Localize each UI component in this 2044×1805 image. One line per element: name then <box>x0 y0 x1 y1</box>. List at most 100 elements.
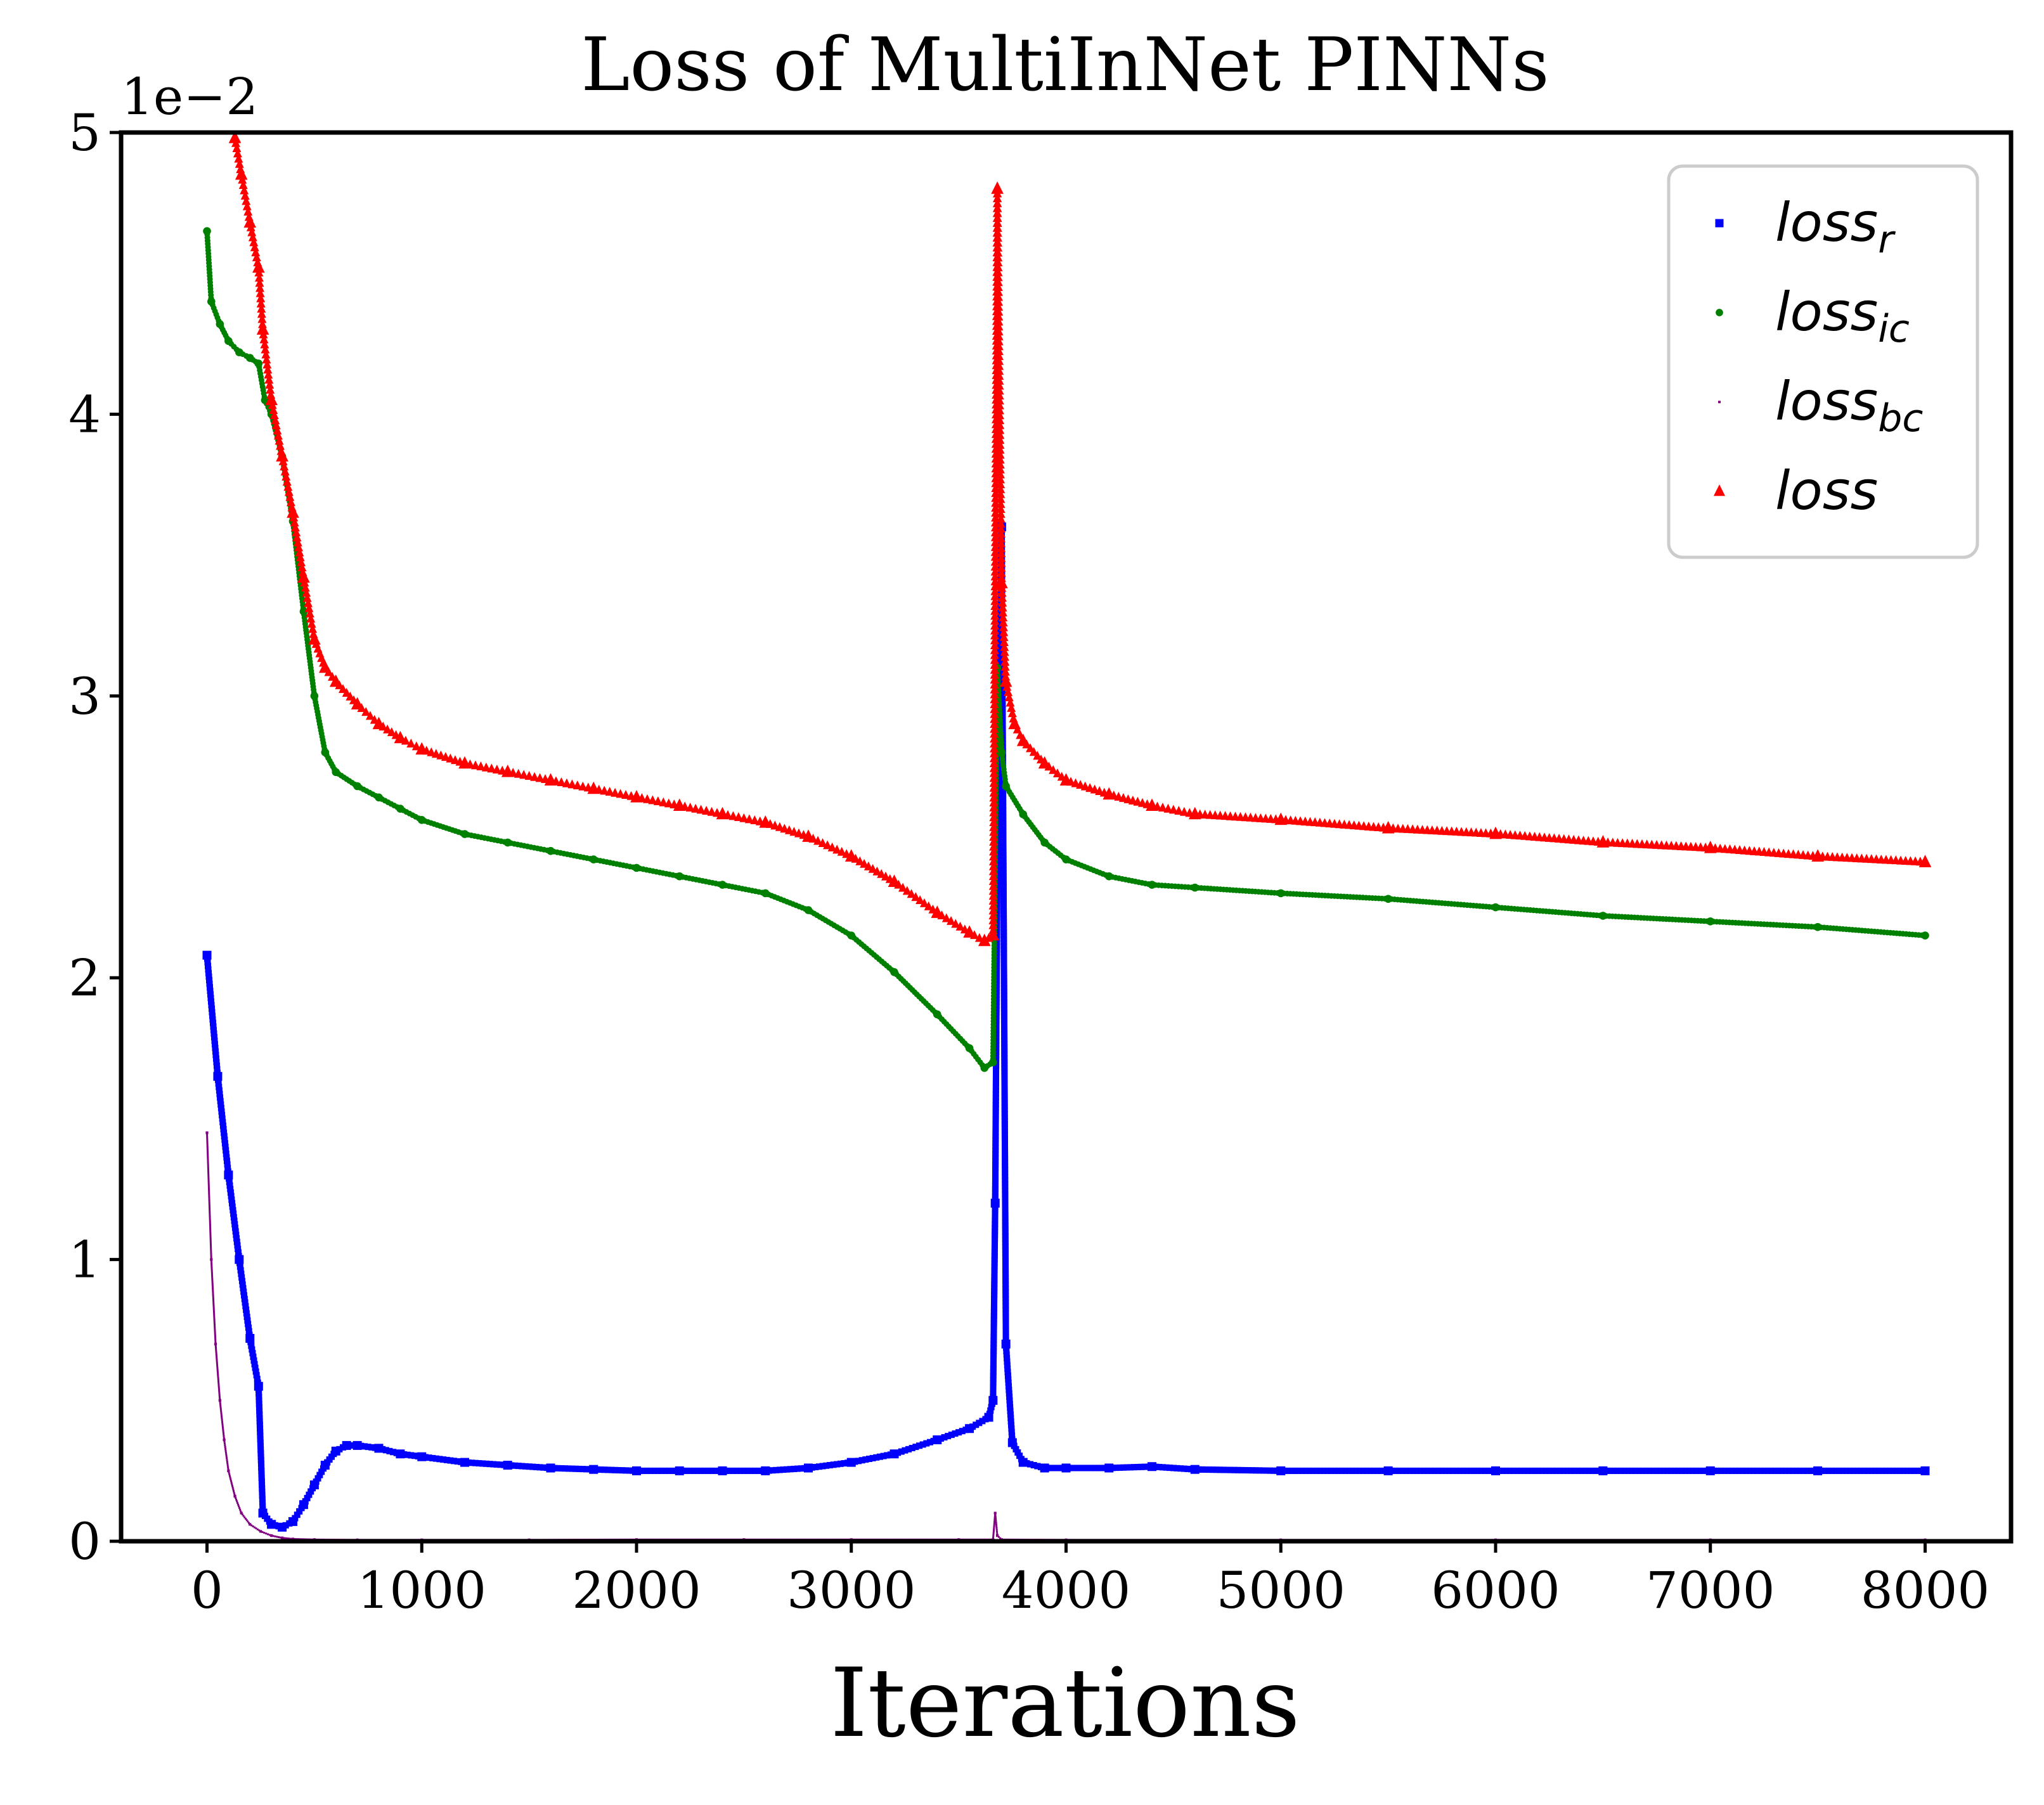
trail-marker <box>994 1514 997 1517</box>
trail-marker <box>272 1535 275 1537</box>
trail-marker <box>214 1329 216 1331</box>
trail-marker <box>208 1205 210 1208</box>
trail-marker <box>823 840 832 850</box>
trail-marker <box>992 1080 999 1087</box>
trail-marker <box>990 1340 997 1347</box>
trail-marker <box>1682 1467 1689 1474</box>
trail-marker <box>206 1146 209 1148</box>
trail-marker <box>647 1467 654 1474</box>
trail-marker <box>1000 879 1007 886</box>
trail-marker <box>1664 1467 1671 1474</box>
trail-marker <box>993 1066 1000 1073</box>
trail-marker <box>207 1155 209 1157</box>
trail-marker <box>990 1383 997 1390</box>
trail-marker <box>990 680 999 689</box>
trail-marker <box>993 282 1003 292</box>
trail-marker <box>1911 1467 1918 1474</box>
trail-marker <box>992 1172 999 1179</box>
trail-marker <box>241 1295 248 1302</box>
trail-marker <box>988 886 998 895</box>
trail-marker <box>990 537 1000 547</box>
trail-marker <box>1001 1061 1008 1068</box>
trail-marker <box>408 1452 415 1459</box>
trail-marker <box>1728 1467 1735 1474</box>
trail-marker <box>565 1465 572 1472</box>
trail-marker <box>1001 1040 1008 1047</box>
trail-marker <box>1714 1467 1721 1474</box>
trail-marker <box>447 1457 454 1464</box>
trail-marker <box>1872 1467 1879 1474</box>
trail-marker <box>436 1456 443 1463</box>
trail-marker <box>216 1362 218 1364</box>
trail-marker <box>993 1526 995 1529</box>
trail-marker <box>868 864 877 873</box>
trail-marker <box>216 1364 219 1366</box>
trail-marker <box>259 1485 266 1492</box>
trail-marker <box>1585 1467 1592 1474</box>
trail-marker <box>287 1537 289 1540</box>
trail-marker <box>993 262 1003 271</box>
trail-marker <box>991 1281 998 1288</box>
trail-marker <box>249 1350 256 1357</box>
trail-marker <box>898 1448 905 1455</box>
trail-marker <box>207 1163 209 1166</box>
trail-marker <box>919 1441 926 1448</box>
trail-marker <box>224 1161 231 1168</box>
trail-marker <box>945 1433 952 1440</box>
trail-marker <box>1007 702 1016 712</box>
trail-marker <box>1002 1236 1009 1243</box>
trail-marker <box>250 1524 253 1527</box>
trail-marker <box>1001 1138 1008 1145</box>
trail-marker <box>707 806 716 816</box>
trail-marker <box>1014 1449 1021 1456</box>
trail-marker <box>249 237 259 247</box>
trail-marker <box>225 1453 228 1456</box>
trail-marker <box>221 1421 224 1423</box>
trail-marker <box>865 1456 872 1463</box>
trail-marker <box>1001 1051 1008 1058</box>
trail-marker <box>228 1193 235 1200</box>
trail-marker <box>1170 1465 1177 1472</box>
trail-marker <box>1000 883 1007 890</box>
trail-marker <box>992 1143 999 1150</box>
trail-marker <box>992 1193 999 1200</box>
trail-marker <box>894 879 903 889</box>
trail-marker <box>808 834 818 843</box>
trail-marker <box>937 1435 944 1442</box>
trail-marker <box>257 1425 264 1432</box>
trail-marker <box>207 1177 210 1180</box>
trail-marker <box>604 1466 611 1473</box>
trail-marker <box>255 1387 262 1394</box>
trail-marker <box>207 1170 210 1173</box>
trail-marker <box>1657 1467 1664 1474</box>
trail-marker <box>302 588 311 597</box>
trail-marker <box>1428 1467 1435 1474</box>
trail-marker <box>1073 1465 1080 1472</box>
trail-marker <box>217 1101 224 1108</box>
trail-marker <box>1002 1205 1009 1212</box>
trail-marker <box>206 1139 209 1141</box>
trail-marker <box>704 1467 711 1474</box>
trail-marker <box>1227 1466 1234 1473</box>
data-point <box>252 260 265 273</box>
trail-marker <box>276 1536 278 1538</box>
trail-marker <box>687 1467 694 1474</box>
trail-marker <box>990 655 999 664</box>
trail-marker <box>997 592 1007 602</box>
trail-marker <box>1156 1463 1163 1470</box>
trail-marker <box>476 761 486 771</box>
trail-marker <box>991 517 1000 527</box>
trail-marker <box>1001 1106 1008 1113</box>
trail-marker <box>997 553 1006 562</box>
trail-marker <box>1513 1467 1520 1474</box>
trail-marker <box>224 1447 227 1450</box>
trail-marker <box>1177 1465 1184 1472</box>
trail-marker <box>230 1213 237 1220</box>
trail-marker <box>1374 1467 1381 1474</box>
trail-marker <box>1000 995 1007 1002</box>
trail-marker <box>216 1359 218 1361</box>
trail-marker <box>301 583 310 592</box>
trail-marker <box>1001 1124 1008 1131</box>
trail-marker <box>993 277 1003 287</box>
trail-marker <box>210 1253 212 1255</box>
